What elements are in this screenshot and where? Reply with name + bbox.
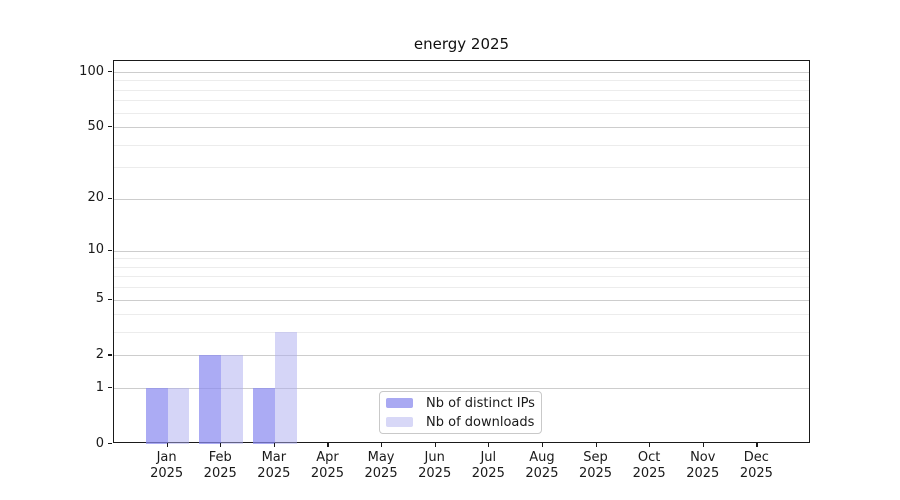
- legend-swatch-distinct-ips-icon: [386, 398, 413, 408]
- minor-gridline: [114, 100, 809, 102]
- x-tick-month: Sep: [583, 450, 608, 465]
- x-tick-month: Jun: [424, 450, 445, 465]
- x-tick-month: Jan: [156, 450, 177, 465]
- y-tick-mark: [108, 443, 112, 445]
- y-axis-tick-label: 1: [95, 379, 104, 395]
- legend-entry-downloads: Nb of downloads: [386, 415, 535, 430]
- x-tick-month: Apr: [316, 450, 339, 465]
- x-axis-tick-label: Jan 2025: [140, 450, 194, 482]
- x-tick-year: 2025: [632, 466, 666, 481]
- bar: [221, 355, 244, 444]
- x-tick-mark: [756, 443, 758, 447]
- y-axis-tick-label: 20: [87, 190, 104, 206]
- minor-gridline: [114, 314, 809, 316]
- x-tick-year: 2025: [418, 466, 452, 481]
- y-tick-mark: [108, 354, 112, 356]
- minor-gridline: [114, 167, 809, 169]
- bar: [253, 388, 275, 444]
- y-axis-tick-label: 10: [87, 242, 104, 258]
- x-axis-tick-label: Jul 2025: [461, 450, 515, 482]
- x-tick-mark: [273, 443, 276, 447]
- bar: [274, 332, 297, 444]
- legend: Nb of distinct IPs Nb of downloads: [379, 391, 542, 434]
- y-axis-tick-label: 50: [87, 118, 104, 134]
- x-tick-mark: [702, 443, 704, 447]
- x-axis-tick-label: Mar 2025: [247, 450, 301, 482]
- x-axis-tick-label: Feb 2025: [193, 450, 247, 482]
- minor-gridline: [114, 266, 809, 268]
- legend-label-distinct-ips: Nb of distinct IPs: [426, 395, 535, 411]
- minor-gridline: [114, 144, 809, 146]
- x-tick-mark: [541, 443, 544, 447]
- x-tick-year: 2025: [578, 466, 613, 481]
- y-tick-mark: [108, 197, 112, 199]
- x-tick-month: Feb: [208, 450, 232, 465]
- x-axis-tick-label: Oct 2025: [622, 450, 676, 482]
- x-tick-month: Jul: [480, 450, 497, 465]
- x-tick-mark: [488, 443, 490, 447]
- minor-gridline: [114, 80, 809, 82]
- x-tick-mark: [434, 443, 436, 447]
- x-axis-tick-label: Dec 2025: [729, 450, 783, 482]
- chart-title: energy 2025: [413, 35, 510, 53]
- x-axis-tick-label: Aug 2025: [515, 450, 569, 482]
- x-tick-mark: [327, 443, 329, 447]
- y-axis-tick-label: 0: [95, 435, 104, 451]
- x-axis-tick-label: May 2025: [354, 450, 408, 482]
- x-tick-year: 2025: [150, 466, 184, 481]
- major-gridline: [114, 127, 809, 129]
- legend-entry-distinct-ips: Nb of distinct IPs: [386, 396, 535, 411]
- x-tick-mark: [381, 443, 383, 447]
- minor-gridline: [114, 89, 809, 91]
- x-tick-year: 2025: [257, 466, 291, 481]
- major-gridline: [114, 388, 809, 390]
- y-axis-tick-label: 5: [95, 291, 104, 307]
- x-tick-year: 2025: [310, 466, 344, 481]
- x-tick-month: Mar: [261, 450, 287, 465]
- legend-swatch-downloads-icon: [386, 417, 413, 427]
- y-tick-mark: [108, 298, 112, 300]
- y-tick-mark: [108, 71, 112, 73]
- x-tick-mark: [166, 443, 168, 447]
- x-tick-year: 2025: [471, 466, 505, 481]
- minor-gridline: [114, 276, 809, 278]
- y-tick-mark: [108, 126, 112, 128]
- x-tick-year: 2025: [364, 466, 398, 481]
- x-axis-tick-label: Jun 2025: [408, 450, 462, 482]
- y-tick-mark: [108, 387, 112, 389]
- minor-gridline: [114, 332, 809, 334]
- major-gridline: [114, 72, 809, 73]
- x-tick-year: 2025: [686, 466, 720, 481]
- major-gridline: [114, 250, 809, 252]
- x-tick-month: Nov: [690, 450, 716, 465]
- major-gridline: [114, 198, 809, 200]
- y-tick-mark: [108, 249, 112, 251]
- bar: [145, 388, 168, 444]
- bar: [167, 388, 190, 444]
- major-gridline: [114, 299, 809, 301]
- minor-gridline: [114, 112, 809, 114]
- x-tick-mark: [595, 443, 597, 447]
- x-tick-year: 2025: [525, 466, 559, 481]
- x-tick-year: 2025: [203, 466, 237, 481]
- x-axis-tick-label: Apr 2025: [300, 450, 354, 482]
- y-axis-tick-label: 2: [95, 346, 104, 362]
- major-gridline: [114, 355, 809, 357]
- x-tick-year: 2025: [739, 466, 773, 481]
- x-tick-mark: [649, 443, 651, 447]
- minor-gridline: [114, 258, 809, 260]
- x-axis-tick-label: Sep 2025: [569, 450, 623, 482]
- bar: [199, 355, 222, 444]
- x-tick-month: May: [367, 450, 395, 465]
- x-axis-tick-label: Nov 2025: [676, 450, 730, 482]
- plot-area: [113, 60, 810, 444]
- y-axis-tick-label: 100: [79, 63, 104, 79]
- x-tick-month: Dec: [743, 450, 769, 465]
- x-tick-month: Oct: [637, 450, 661, 465]
- legend-label-downloads: Nb of downloads: [426, 414, 535, 430]
- x-tick-month: Aug: [529, 450, 555, 465]
- minor-gridline: [114, 287, 809, 289]
- x-tick-mark: [220, 443, 222, 447]
